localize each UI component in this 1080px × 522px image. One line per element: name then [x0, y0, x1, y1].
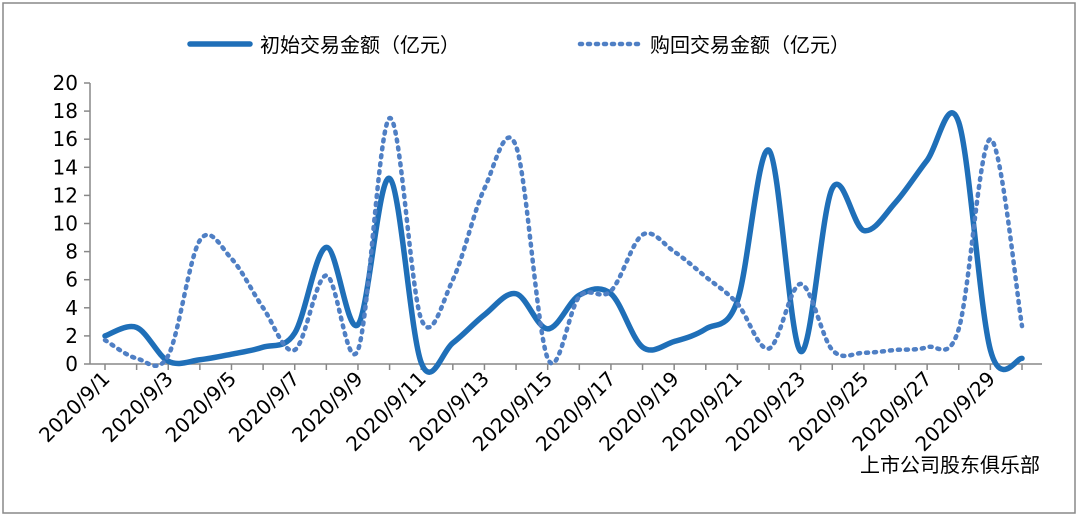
y-tick-label: 16	[53, 127, 78, 151]
series-line	[102, 115, 1025, 369]
y-tick-label: 6	[65, 268, 78, 292]
y-tick-label: 14	[53, 155, 78, 179]
y-tick-label: 20	[53, 71, 78, 95]
chart-frame	[2, 2, 1076, 514]
source-label: 上市公司股东俱乐部	[860, 453, 1040, 477]
y-tick-label: 18	[53, 99, 78, 123]
y-tick-label: 2	[65, 324, 78, 348]
y-tick-label: 12	[53, 183, 78, 207]
y-tick-label: 8	[65, 240, 78, 264]
legend-label: 初始交易金额（亿元）	[260, 33, 460, 57]
y-tick-label: 10	[53, 212, 78, 236]
legend-label: 购回交易金额（亿元）	[650, 33, 850, 57]
y-tick-label: 0	[65, 352, 78, 376]
y-tick-label: 4	[65, 296, 78, 320]
series-line	[102, 110, 1025, 375]
